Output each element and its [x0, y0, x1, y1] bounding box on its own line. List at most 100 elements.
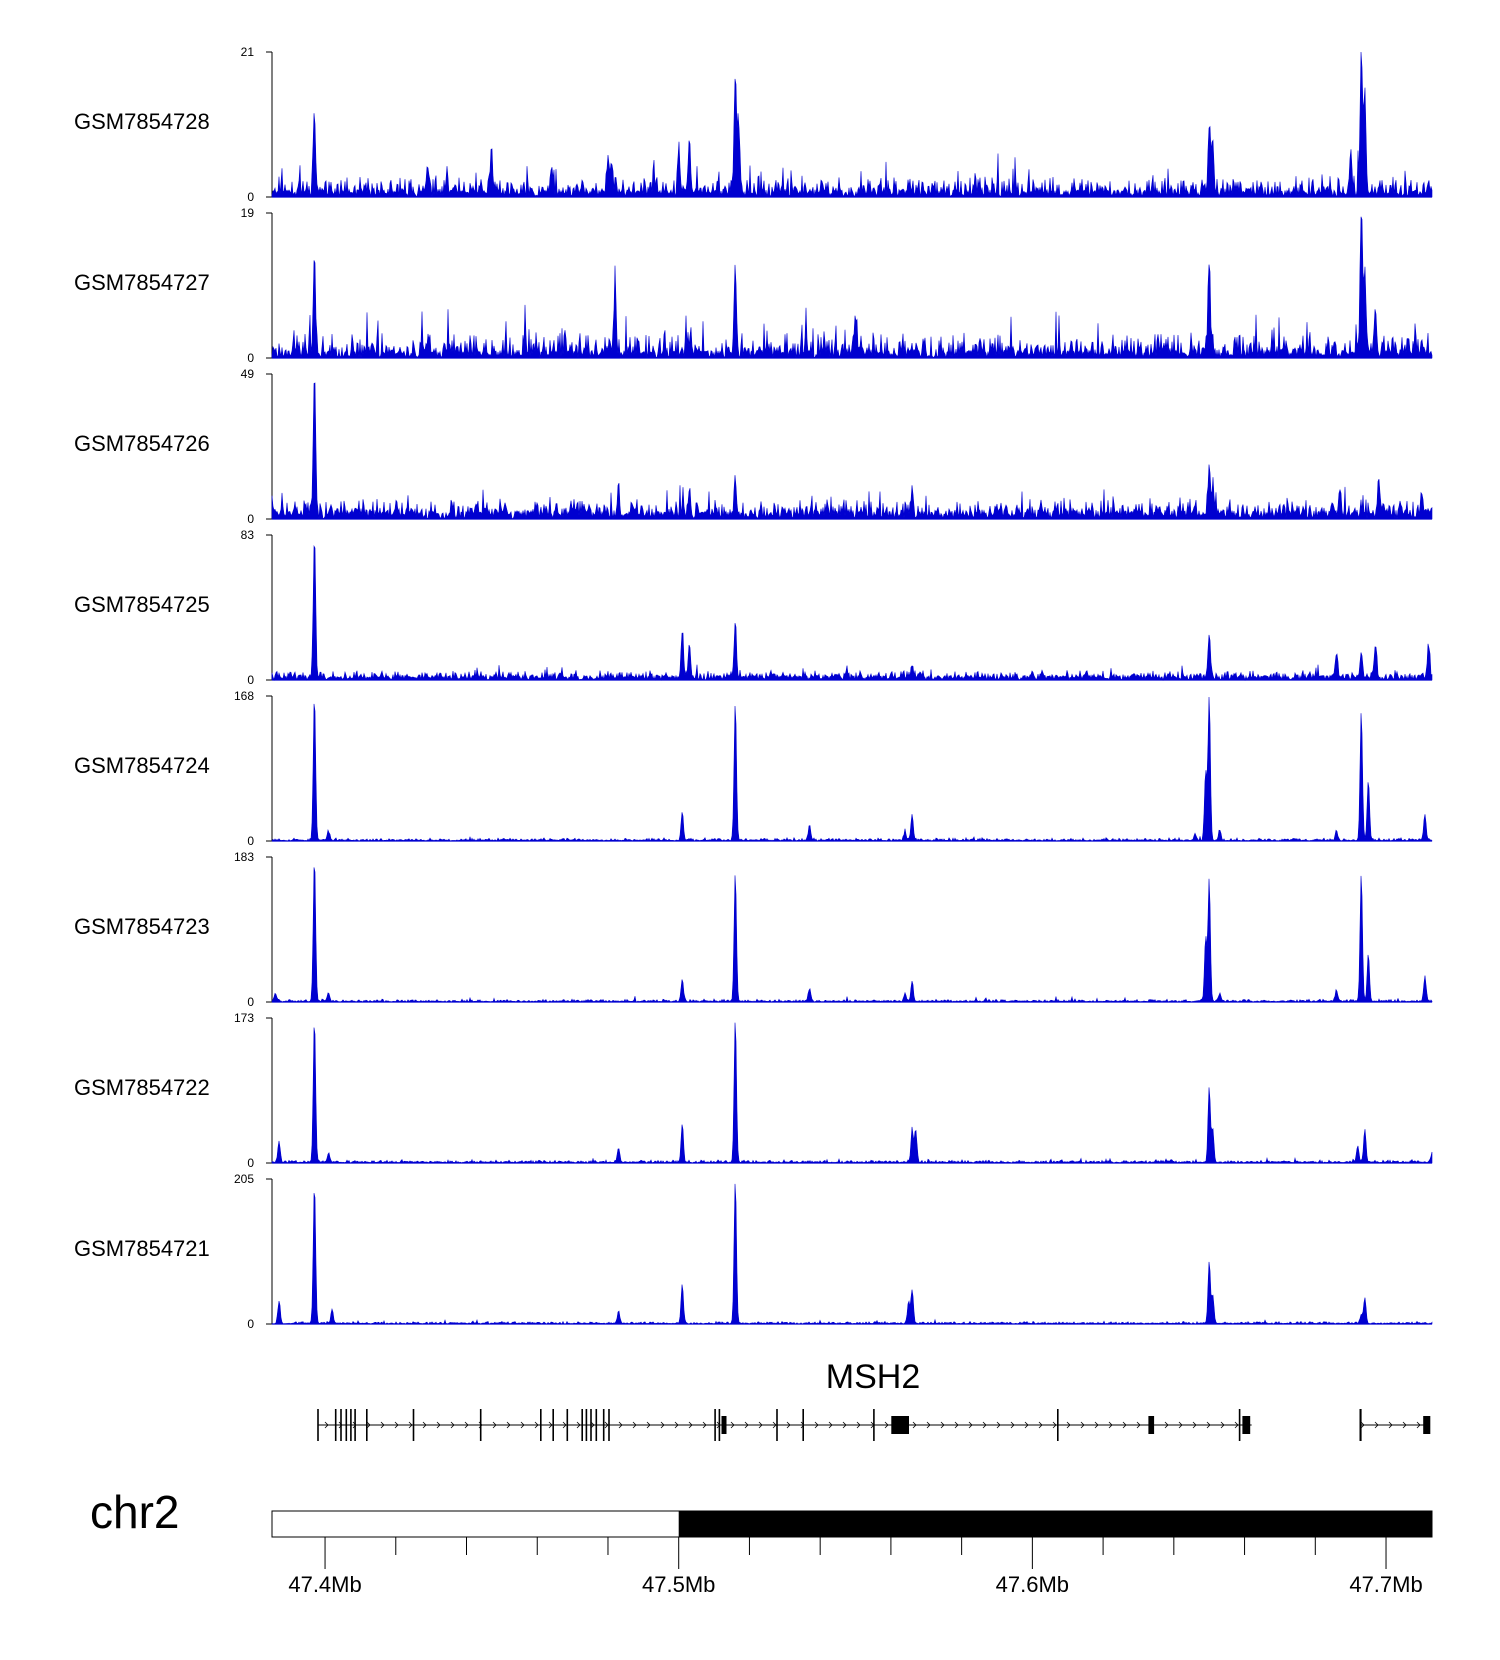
coverage-signal — [271, 696, 1433, 842]
coverage-signal — [271, 1183, 1433, 1325]
strand-arrow — [982, 1421, 987, 1429]
track-GSM7854722: GSM7854722 173 0 — [74, 1011, 1433, 1170]
y-min-label: 0 — [247, 190, 254, 204]
exon — [581, 1409, 583, 1441]
track-GSM7854725: GSM7854725 83 0 — [74, 528, 1433, 687]
strand-arrow — [450, 1421, 455, 1429]
strand-arrow — [996, 1421, 1001, 1429]
exon — [602, 1409, 605, 1441]
exon — [366, 1409, 368, 1441]
exon — [412, 1409, 415, 1441]
track-GSM7854727: GSM7854727 19 0 — [74, 206, 1433, 365]
track-label: GSM7854721 — [74, 1236, 210, 1261]
strand-arrow — [772, 1421, 777, 1429]
strand-arrow — [464, 1421, 469, 1429]
strand-arrow — [828, 1421, 833, 1429]
strand-arrow — [1164, 1421, 1169, 1429]
track-label: GSM7854724 — [74, 753, 210, 778]
y-min-label: 0 — [247, 512, 254, 526]
exon — [891, 1416, 909, 1434]
y-min-label: 0 — [247, 834, 254, 848]
strand-arrow — [1360, 1421, 1365, 1429]
track-label: GSM7854722 — [74, 1075, 210, 1100]
y-min-label: 0 — [247, 1317, 254, 1331]
exon — [317, 1409, 319, 1441]
exon — [354, 1409, 356, 1441]
strand-arrow — [856, 1421, 861, 1429]
y-min-label: 0 — [247, 995, 254, 1009]
y-max-label: 168 — [234, 689, 254, 703]
strand-arrow — [940, 1421, 945, 1429]
y-max-label: 49 — [241, 367, 255, 381]
strand-arrow — [548, 1421, 553, 1429]
strand-arrow — [1234, 1421, 1239, 1429]
strand-arrow — [702, 1421, 707, 1429]
strand-arrow — [1206, 1421, 1211, 1429]
strand-arrow — [576, 1421, 581, 1429]
strand-arrow — [534, 1421, 539, 1429]
exon — [552, 1409, 554, 1441]
strand-arrow — [492, 1421, 497, 1429]
strand-arrow — [926, 1421, 931, 1429]
coverage-signal — [271, 544, 1433, 682]
strand-arrow — [1024, 1421, 1029, 1429]
strand-arrow — [1052, 1421, 1057, 1429]
strand-arrow — [632, 1421, 637, 1429]
track-GSM7854721: GSM7854721 205 0 — [74, 1172, 1433, 1331]
strand-arrow — [842, 1421, 847, 1429]
track-label: GSM7854723 — [74, 914, 210, 939]
exon — [345, 1409, 348, 1441]
exon — [566, 1409, 569, 1441]
y-max-label: 83 — [241, 528, 255, 542]
y-min-label: 0 — [247, 1156, 254, 1170]
x-tick-label: 47.6Mb — [996, 1572, 1069, 1597]
exon — [479, 1409, 482, 1441]
strand-arrow — [912, 1421, 917, 1429]
strand-arrow — [1178, 1421, 1183, 1429]
coverage-signal — [271, 867, 1433, 1003]
exon — [595, 1409, 598, 1441]
strand-arrow — [1122, 1421, 1127, 1429]
chromosome-label: chr2 — [90, 1486, 179, 1538]
chromosome-ideogram: chr2 47.4Mb 47.5Mb 47.6Mb 47.7Mb — [90, 1486, 1433, 1597]
strand-arrow — [1374, 1421, 1379, 1429]
exon — [1238, 1409, 1241, 1441]
track-label: GSM7854727 — [74, 270, 210, 295]
exon — [608, 1409, 610, 1441]
track-GSM7854726: GSM7854726 49 0 — [74, 367, 1433, 526]
track-label: GSM7854728 — [74, 109, 210, 134]
strand-arrow — [422, 1421, 427, 1429]
coverage-tracks: GSM7854728210GSM7854727190GSM7854726490G… — [74, 45, 1433, 1331]
strand-arrow — [562, 1421, 567, 1429]
strand-arrow — [1066, 1421, 1071, 1429]
exon — [776, 1409, 778, 1441]
strand-arrow — [590, 1421, 595, 1429]
y-max-label: 19 — [241, 206, 255, 220]
x-tick-label: 47.4Mb — [288, 1572, 361, 1597]
strand-arrow — [520, 1421, 525, 1429]
strand-arrow — [380, 1421, 385, 1429]
strand-arrow — [884, 1421, 889, 1429]
strand-arrow — [660, 1421, 665, 1429]
y-max-label: 173 — [234, 1011, 254, 1025]
coverage-signal — [271, 51, 1433, 198]
exon — [873, 1409, 875, 1441]
strand-arrow — [744, 1421, 749, 1429]
exon — [1423, 1416, 1431, 1434]
exon — [540, 1409, 542, 1441]
strand-arrow — [674, 1421, 679, 1429]
strand-arrow — [1108, 1421, 1113, 1429]
strand-arrow — [786, 1421, 791, 1429]
exon — [1057, 1409, 1059, 1441]
gene-track: MSH2 — [317, 1358, 1431, 1441]
strand-arrow — [408, 1421, 413, 1429]
strand-arrow — [604, 1421, 609, 1429]
strand-arrow — [1080, 1421, 1085, 1429]
ideogram-highlight — [678, 1511, 1432, 1537]
track-GSM7854728: GSM7854728 21 0 — [74, 45, 1433, 204]
gene-model — [317, 1409, 1431, 1441]
strand-arrow — [1010, 1421, 1015, 1429]
track-GSM7854723: GSM7854723 183 0 — [74, 850, 1433, 1009]
exon — [802, 1409, 804, 1441]
